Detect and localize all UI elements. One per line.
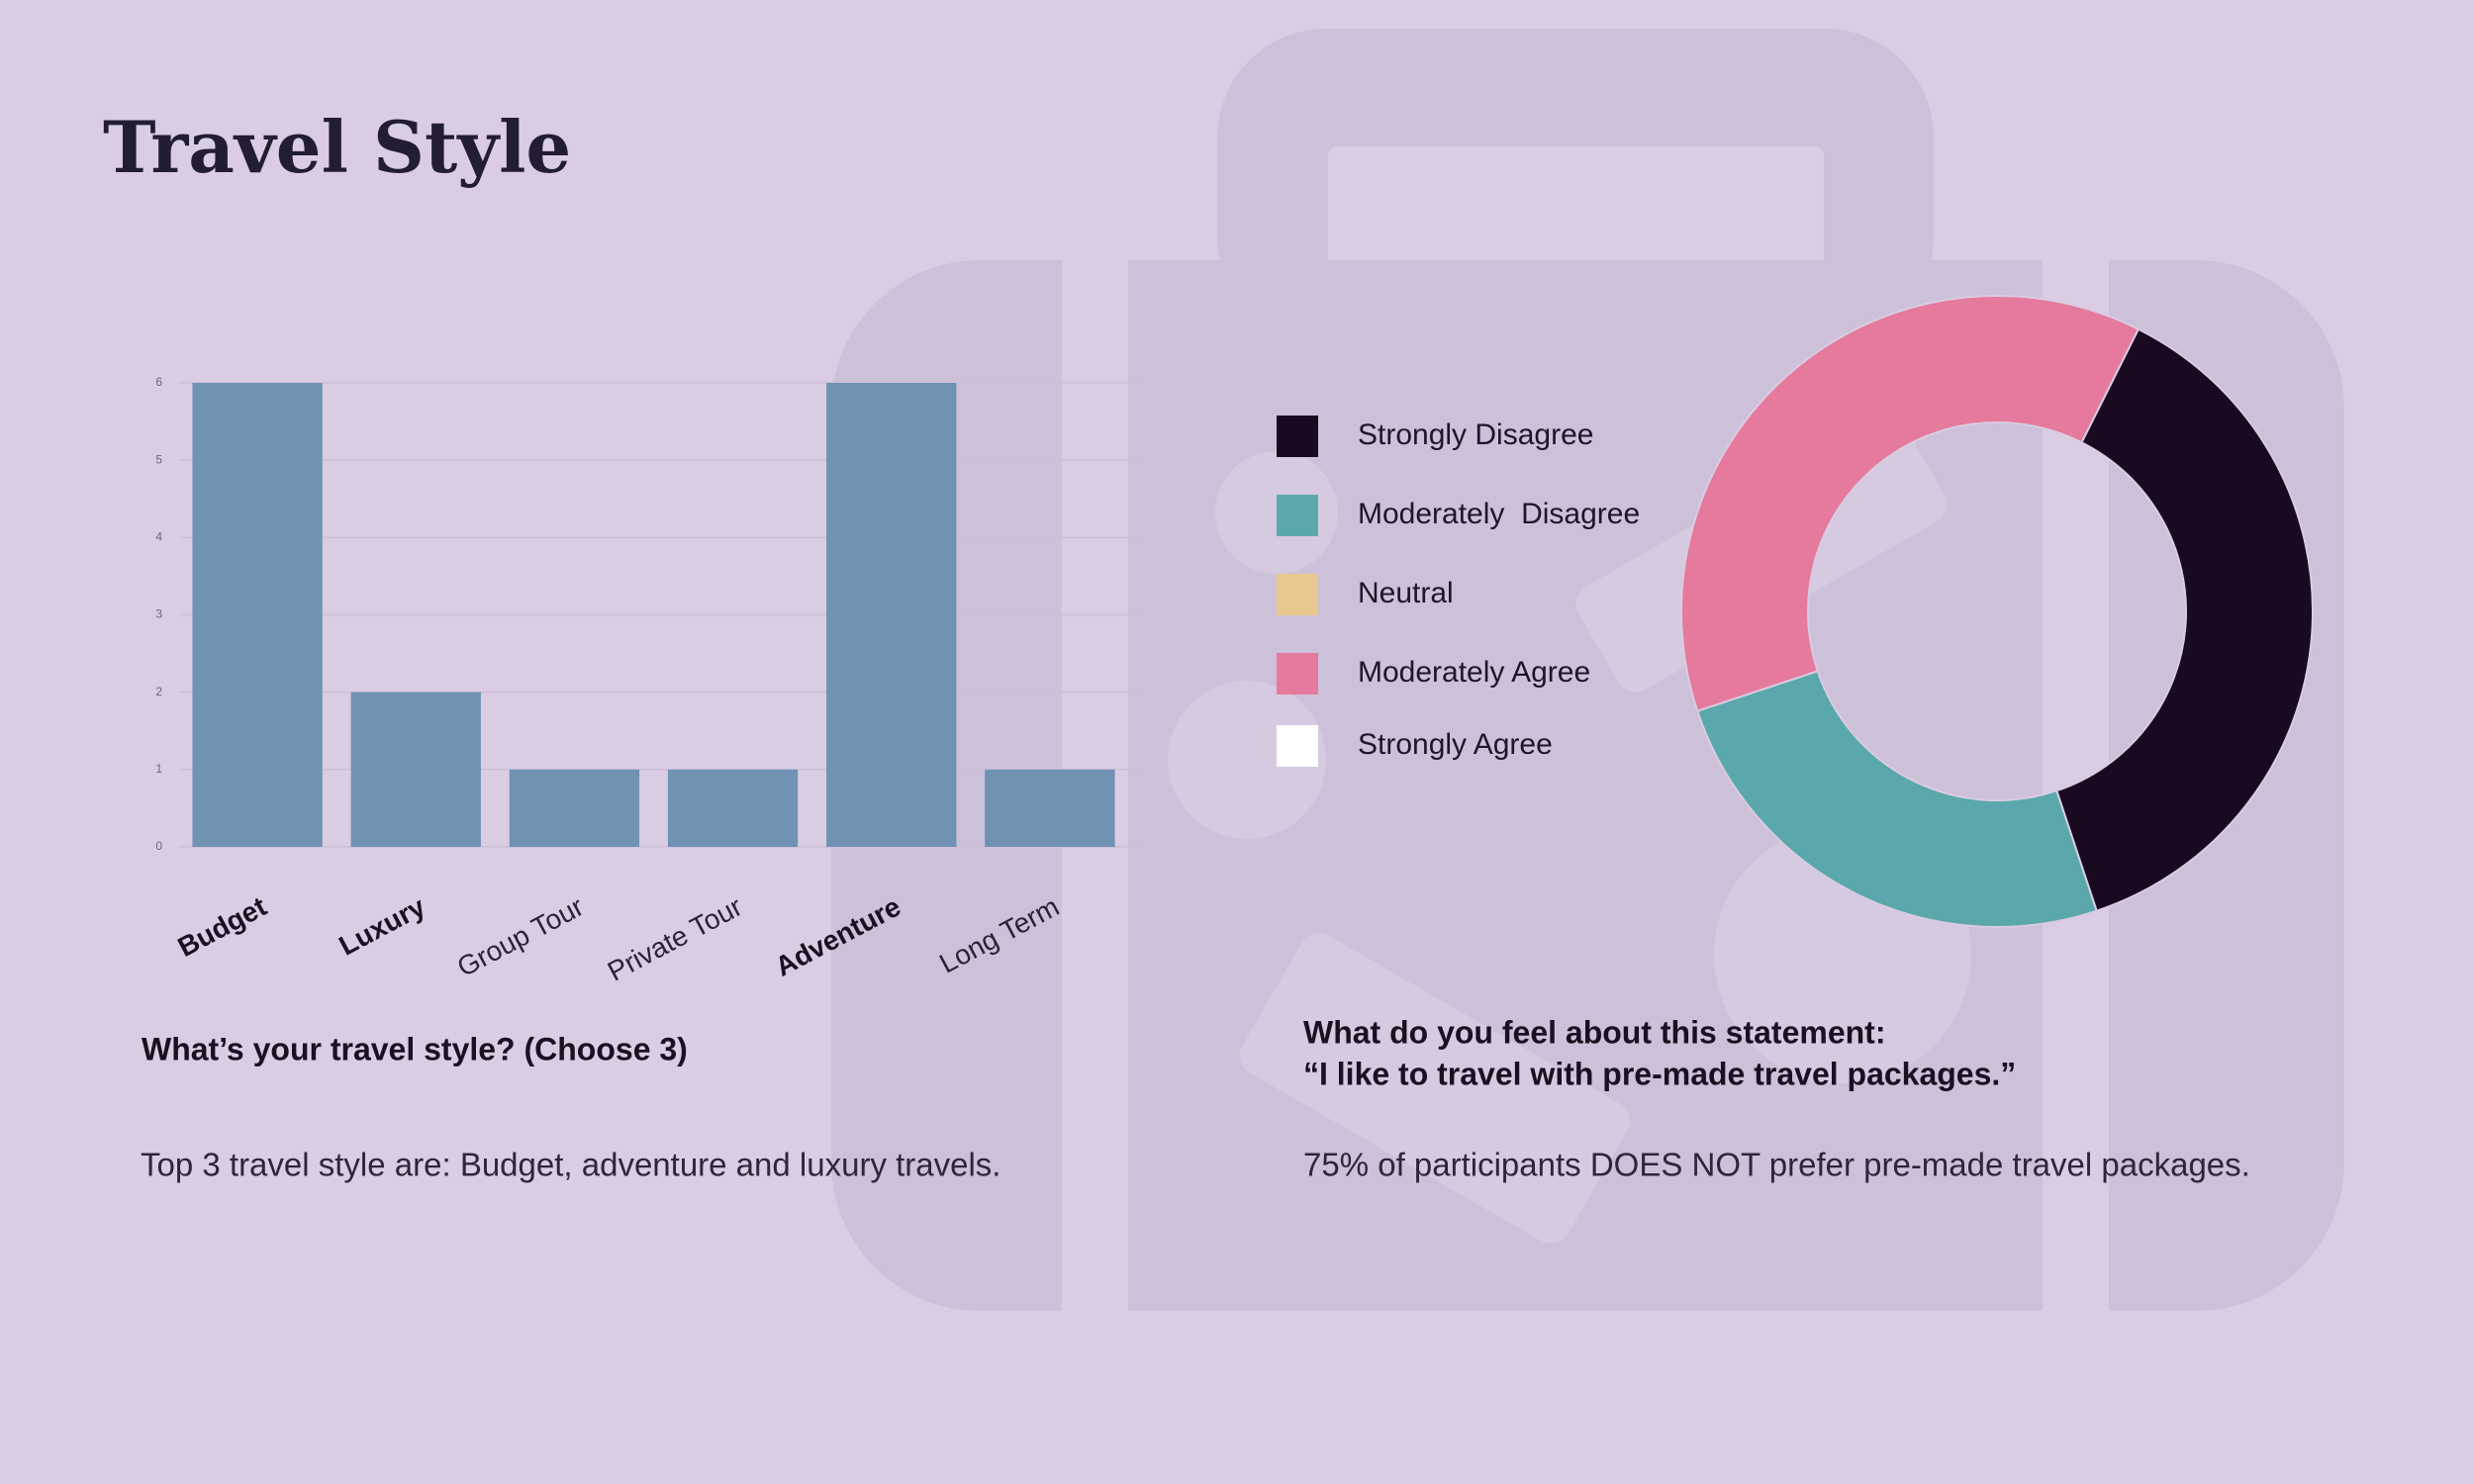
- y-tick-label: 5: [155, 452, 162, 466]
- donut-slice: [1680, 294, 2141, 712]
- legend-label: Strongly Agree: [1358, 728, 1553, 761]
- legend-swatch: [1277, 495, 1318, 536]
- legend-swatch: [1277, 574, 1318, 615]
- legend-label: Moderately Agree: [1358, 656, 1590, 689]
- legend-label: Neutral: [1358, 577, 1454, 609]
- donut-chart: Strongly Disagree Moderately Disagree Neut…: [1277, 294, 2315, 928]
- y-tick-label: 0: [155, 839, 162, 853]
- donut-slice: [1696, 670, 2098, 928]
- slide-title: Travel Style: [103, 105, 571, 189]
- summary: Top 3 travel style are: Budget, adventur…: [141, 1147, 1000, 1183]
- bar: [667, 769, 799, 847]
- question: What do you feel about this statement:: [1303, 1014, 1885, 1050]
- legend-label: Strongly Disagree: [1358, 418, 1593, 451]
- bar: [192, 383, 323, 847]
- bar: [826, 383, 957, 847]
- legend-label: Moderately Disagree: [1358, 498, 1640, 530]
- legend-swatch: [1277, 653, 1318, 695]
- y-tick-label: 2: [155, 685, 162, 698]
- legend-swatch: [1277, 416, 1318, 457]
- sticker: [1168, 681, 1326, 839]
- bar: [509, 769, 640, 847]
- bar: [350, 692, 481, 847]
- bar: [985, 769, 1115, 847]
- legend-swatch: [1277, 725, 1318, 767]
- y-tick-label: 3: [155, 607, 162, 621]
- donut-slice: [2055, 327, 2315, 912]
- question: “I like to travel with pre-made travel p…: [1303, 1056, 2016, 1091]
- question: What’s your travel style? (Choose 3): [142, 1031, 688, 1067]
- summary: 75% of participants DOES NOT prefer pre-…: [1303, 1147, 2250, 1183]
- y-tick-label: 4: [155, 530, 162, 544]
- sticker: [1239, 933, 1631, 1244]
- y-tick-label: 1: [155, 762, 162, 776]
- y-tick-label: 6: [155, 375, 162, 389]
